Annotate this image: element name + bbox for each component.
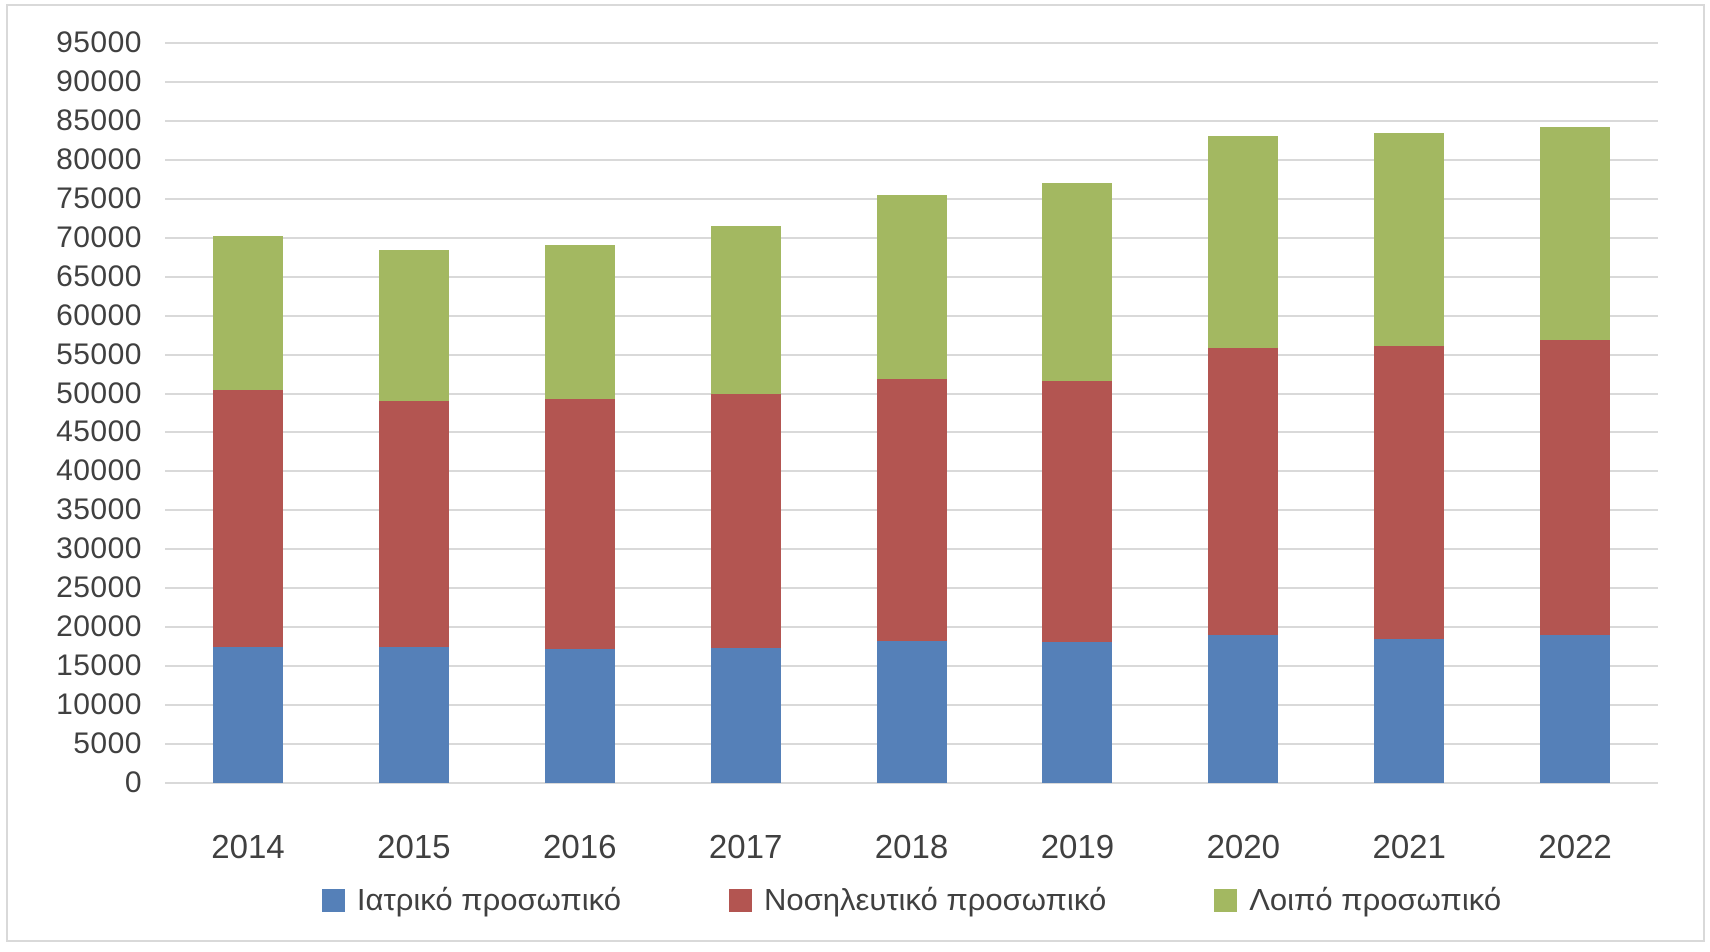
legend-label: Ιατρικό προσωπικό	[356, 882, 621, 917]
bar-segment-2018-series-0	[876, 641, 947, 783]
y-axis-tick-label: 55000	[56, 337, 142, 371]
bar-slot-2016	[497, 43, 663, 783]
x-axis-tick-label: 2014	[211, 828, 285, 865]
bar-segment-2019-series-2	[1042, 183, 1113, 382]
bar-segment-2022-series-2	[1540, 127, 1611, 340]
x-axis-tick-label: 2016	[543, 828, 617, 865]
y-axis-tick-label: 60000	[56, 298, 142, 332]
bar-slot-2019	[994, 43, 1160, 783]
bar-stack-2017	[710, 43, 781, 783]
y-axis-tick-label: 70000	[56, 220, 142, 254]
bar-segment-2015-series-1	[378, 400, 449, 648]
bar-segment-2014-series-2	[212, 236, 283, 391]
bar-segment-2022-series-0	[1540, 635, 1611, 783]
bar-segment-2019-series-1	[1042, 381, 1113, 643]
bar-slot-2014	[165, 43, 331, 783]
y-axis-tick-label: 50000	[56, 376, 142, 410]
bar-segment-2021-series-0	[1374, 638, 1445, 783]
bar-stack-2014	[212, 43, 283, 783]
bar-slot-2015	[331, 43, 497, 783]
x-axis-tick-label: 2019	[1040, 828, 1115, 865]
bar-segment-2018-series-2	[876, 194, 947, 379]
bar-slot-2018	[829, 43, 995, 783]
gridline-90000	[165, 80, 1658, 83]
bar-slot-2017	[663, 43, 829, 783]
bar-segment-2021-series-2	[1374, 132, 1445, 347]
bar-segment-2014-series-0	[212, 646, 283, 783]
bar-segment-2015-series-2	[378, 250, 449, 401]
bar-slot-2020	[1160, 43, 1326, 783]
x-axis-tick-label: 2018	[874, 828, 949, 865]
bar-segment-2016-series-2	[544, 244, 615, 399]
y-axis-tick-label: 20000	[56, 610, 142, 644]
bar-segment-2019-series-0	[1042, 642, 1113, 783]
legend-swatch-icon	[1214, 888, 1238, 912]
gridline-95000	[165, 42, 1658, 44]
y-axis-tick-label: 85000	[56, 103, 142, 137]
y-axis-tick-label: 45000	[56, 415, 142, 449]
bar-segment-2017-series-2	[710, 226, 781, 394]
y-axis: 0 5000 10000 15000 20000 25000 30000 35000 40000…	[0, 26, 150, 799]
y-axis-tick-label: 65000	[56, 259, 142, 293]
bar-stack-2019	[1042, 43, 1113, 783]
bars-layer	[165, 43, 1658, 783]
bar-segment-2014-series-1	[212, 390, 283, 647]
y-axis-tick-label: 0	[124, 766, 142, 799]
legend-swatch-icon	[729, 888, 752, 912]
legend-label: Νοσηλευτικό προσωπικό	[764, 882, 1107, 917]
legend-item-2: Λοιπό προσωπικό	[1214, 882, 1501, 918]
bar-segment-2018-series-1	[876, 378, 947, 642]
y-axis-tick-label: 80000	[56, 142, 142, 176]
legend-label: Λοιπό προσωπικό	[1249, 882, 1502, 917]
legend-swatch-icon	[321, 888, 345, 912]
y-axis-tick-label: 95000	[56, 26, 142, 59]
y-axis-tick-label: 10000	[56, 688, 142, 722]
bar-stack-2021	[1374, 43, 1445, 783]
gridline-0	[165, 782, 1658, 784]
bar-segment-2017-series-1	[710, 393, 781, 649]
bar-segment-2020-series-2	[1208, 136, 1279, 348]
bar-stack-2015	[378, 43, 449, 783]
x-axis-tick-label: 2015	[377, 828, 451, 865]
x-axis-tick-label: 2017	[708, 828, 783, 865]
bar-segment-2017-series-0	[710, 648, 781, 783]
bar-segment-2015-series-0	[378, 647, 449, 783]
bar-stack-2016	[544, 43, 615, 783]
bar-segment-2020-series-1	[1208, 347, 1279, 635]
bar-segment-2020-series-0	[1208, 635, 1279, 783]
y-axis-tick-label: 75000	[56, 181, 142, 215]
bar-slot-2021	[1326, 43, 1492, 783]
x-axis-tick-label: 2021	[1372, 828, 1446, 865]
bar-segment-2021-series-1	[1374, 346, 1445, 639]
legend-item-1: Νοσηλευτικό προσωπικό	[729, 882, 1106, 918]
gridline-80000	[165, 158, 1658, 161]
legend: Ιατρικό προσωπικό Νοσηλευτικό προσωπικό Λο…	[165, 882, 1658, 918]
legend-item-0: Ιατρικό προσωπικό	[321, 882, 621, 918]
bar-segment-2016-series-0	[544, 648, 615, 783]
y-axis-tick-label: 30000	[56, 532, 142, 566]
x-axis: 2014 2015 2016 2017 2018 2019 2020 2021 2022	[165, 828, 1658, 866]
y-axis-tick-label: 15000	[56, 649, 142, 683]
y-axis-tick-label: 90000	[56, 64, 142, 98]
x-axis-tick-label: 2022	[1538, 828, 1612, 865]
bar-stack-2018	[876, 43, 947, 783]
bar-stack-2022	[1540, 43, 1611, 783]
x-axis-tick-label: 2020	[1206, 828, 1280, 865]
y-axis-tick-label: 40000	[56, 454, 142, 488]
y-axis-tick-label: 35000	[56, 493, 142, 527]
y-axis-tick-label: 5000	[73, 727, 142, 761]
y-axis-tick-label: 25000	[56, 571, 142, 605]
gridline-85000	[165, 119, 1658, 122]
bar-segment-2016-series-1	[544, 399, 615, 649]
bar-segment-2022-series-1	[1540, 339, 1611, 635]
bar-slot-2022	[1492, 43, 1658, 783]
plot-area	[165, 42, 1658, 784]
bar-stack-2020	[1208, 43, 1279, 783]
